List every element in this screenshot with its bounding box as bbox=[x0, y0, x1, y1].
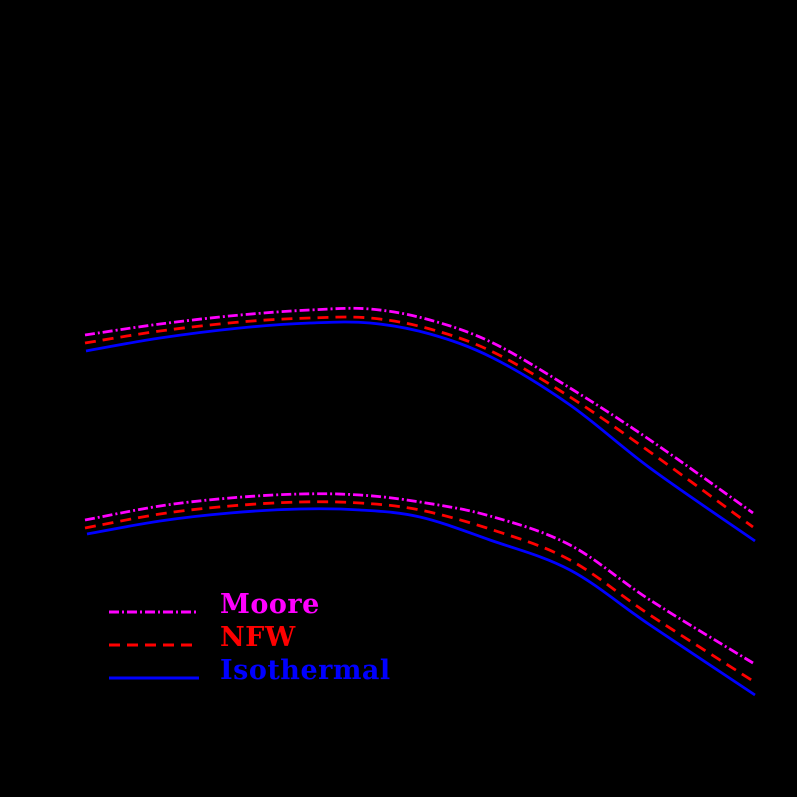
curve-nfw-lower bbox=[84, 500, 754, 683]
legend-label-nfw: NFW bbox=[220, 622, 296, 653]
nfw-line-sample-icon bbox=[109, 643, 199, 647]
legend-label-isothermal: Isothermal bbox=[220, 655, 391, 686]
curve-isothermal-upper bbox=[85, 320, 756, 543]
curve-moore-lower bbox=[84, 492, 754, 665]
legend-item-moore: Moore bbox=[108, 587, 320, 623]
curve-moore-upper bbox=[84, 306, 754, 515]
isothermal-line-sample-icon bbox=[109, 676, 199, 680]
curve-nfw-upper bbox=[84, 315, 754, 529]
legend-label-moore: Moore bbox=[220, 589, 320, 620]
moore-line-sample-icon bbox=[109, 610, 199, 614]
legend-item-nfw: NFW bbox=[108, 620, 296, 656]
curve-isothermal-lower bbox=[86, 507, 756, 697]
legend-item-isothermal: Isothermal bbox=[108, 653, 391, 689]
